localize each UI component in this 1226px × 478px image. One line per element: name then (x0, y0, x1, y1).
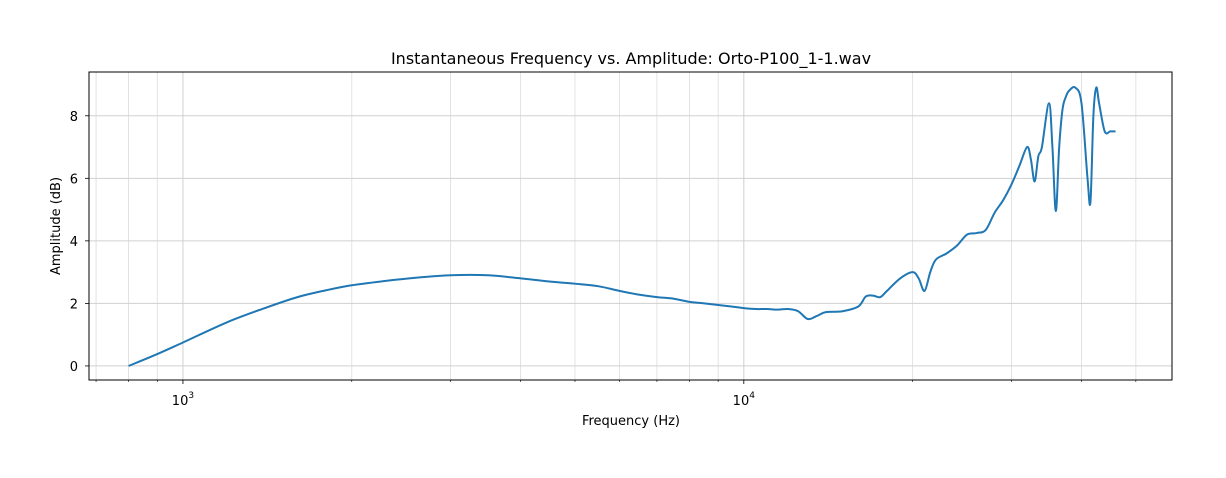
y-tick-label: 8 (70, 110, 78, 125)
x-tick-label: 104 (733, 391, 756, 409)
y-tick-label: 6 (70, 172, 78, 187)
plot-frame (88, 71, 1173, 381)
y-axis-label: Amplitude (dB) (49, 177, 64, 275)
grid-lines (89, 72, 1172, 380)
x-axis-ticks: 103 104 (95, 380, 1137, 409)
y-tick-label: 2 (70, 297, 78, 312)
x-axis-label: Frequency (Hz) (582, 414, 680, 429)
chart-title: Instantaneous Frequency vs. Amplitude: O… (391, 49, 871, 69)
y-tick-label: 0 (70, 360, 78, 375)
x-tick-label: 103 (172, 391, 194, 409)
amplitude-series-line (128, 86, 1116, 367)
y-tick-label: 4 (70, 235, 78, 250)
data-series-layer (128, 86, 1116, 367)
y-axis-ticks: 0 2 4 6 8 (70, 110, 89, 375)
